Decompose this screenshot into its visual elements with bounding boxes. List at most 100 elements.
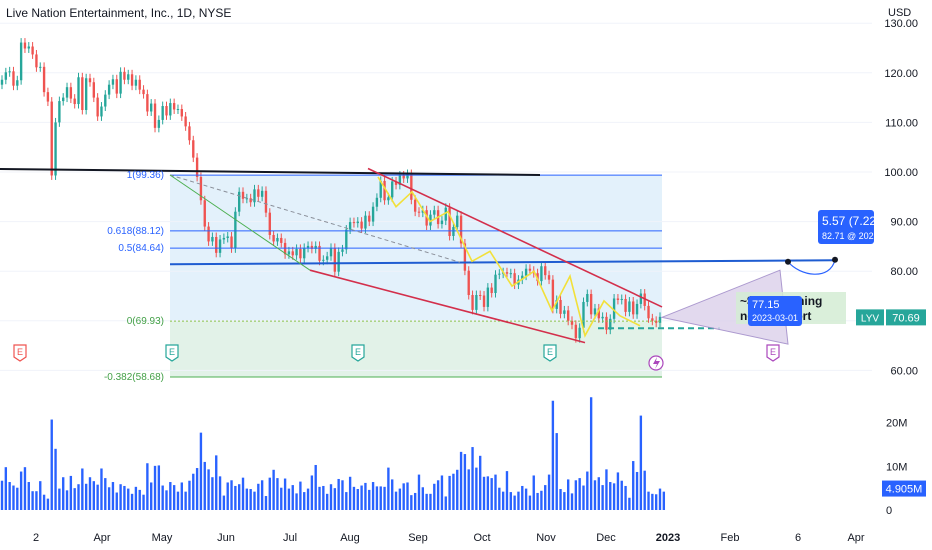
volume-bar — [391, 479, 394, 510]
candle-body — [199, 176, 203, 201]
candle-body — [218, 239, 222, 253]
time-tick-label: 6 — [795, 532, 801, 544]
candle-body — [211, 236, 214, 242]
price-candle — [425, 205, 428, 231]
earnings-marker[interactable]: E — [543, 344, 557, 362]
price-candle — [157, 115, 161, 133]
candle-body — [73, 98, 76, 105]
candle-body — [563, 310, 566, 314]
candle-body — [463, 243, 467, 271]
volume-bar — [433, 483, 436, 510]
price-candle — [291, 246, 294, 260]
change-label-value: 5.57 (7.22% — [822, 214, 887, 228]
price-candle — [589, 289, 593, 319]
volume-bar — [398, 488, 402, 510]
volume-bar — [620, 480, 623, 510]
candle-body — [249, 198, 252, 203]
volume-bar — [494, 474, 497, 510]
candle-body — [234, 211, 237, 249]
volume-bar — [138, 489, 141, 510]
volume-bar — [459, 451, 463, 510]
candle-body — [348, 222, 352, 230]
volume-bar — [532, 475, 535, 510]
earnings-marker[interactable]: E — [165, 344, 179, 362]
price-tick-label: 100.00 — [884, 167, 918, 179]
volume-bar — [333, 488, 337, 510]
price-candle — [536, 268, 539, 286]
volume-bar — [318, 486, 321, 510]
candle-body — [153, 103, 157, 128]
candle-body — [467, 270, 470, 296]
projection-change-label[interactable]: 5.57 (7.22% 82.71 @ 2023- — [818, 210, 887, 244]
candle-body — [318, 245, 321, 261]
price-candle — [153, 99, 157, 133]
volume-tick-label: 0 — [886, 505, 892, 517]
candle-body — [100, 106, 103, 117]
price-candle — [421, 205, 424, 218]
candle-body — [609, 318, 612, 330]
volume-bar — [517, 491, 520, 510]
price-candle — [111, 74, 115, 90]
price-candle — [479, 290, 482, 300]
price-candle — [658, 312, 662, 328]
volume-bar — [188, 480, 191, 510]
candle-body — [513, 273, 516, 285]
candle-body — [589, 294, 593, 315]
candle-body — [19, 42, 23, 81]
price-candle — [356, 217, 359, 228]
price-candle — [195, 153, 199, 182]
candle-body — [651, 318, 654, 321]
candle-body — [268, 212, 271, 235]
candle-body — [444, 207, 447, 221]
volume-bar — [27, 482, 30, 510]
volume-bar — [192, 473, 195, 510]
candle-body — [413, 199, 417, 212]
candle-body — [192, 140, 195, 158]
price-candle — [119, 67, 122, 99]
price-candle — [337, 247, 340, 277]
volume-bar — [211, 477, 214, 510]
candle-body — [287, 251, 291, 255]
price-candle — [62, 93, 65, 106]
volume-bar — [180, 482, 183, 510]
projection-arrow — [787, 259, 836, 275]
volume-bar — [88, 477, 92, 510]
time-tick-label: May — [152, 532, 173, 544]
earnings-marker[interactable]: E — [766, 344, 780, 362]
candle-body — [459, 215, 463, 244]
candle-body — [387, 197, 390, 201]
price-candle — [268, 208, 271, 240]
volume-bar — [402, 483, 405, 510]
candle-body — [658, 316, 662, 323]
price-candle — [264, 186, 268, 218]
price-candle — [551, 275, 555, 314]
candle-body — [12, 71, 15, 86]
volume-bar — [199, 432, 203, 510]
volume-bar — [471, 447, 474, 510]
price-candle — [632, 296, 635, 319]
price-candle — [467, 266, 470, 300]
volume-bar — [12, 485, 15, 510]
price-candle — [77, 72, 80, 109]
candle-body — [643, 293, 646, 306]
lightning-event-marker[interactable] — [648, 355, 664, 371]
price-candle — [605, 312, 608, 335]
price-candle — [295, 244, 298, 260]
volume-bar — [299, 481, 302, 510]
price-candle — [203, 195, 206, 232]
volume-bar — [123, 485, 126, 510]
candle-body — [157, 119, 161, 128]
candle-body — [371, 206, 375, 222]
price-candle — [73, 94, 76, 109]
price-candle — [211, 232, 214, 246]
earnings-marker[interactable]: E — [13, 344, 27, 362]
volume-bar — [276, 478, 279, 510]
candle-body — [310, 245, 314, 249]
candle-body — [142, 89, 145, 95]
volume-bar — [39, 481, 42, 510]
candle-body — [253, 189, 256, 203]
earnings-marker[interactable]: E — [351, 344, 365, 362]
candle-body — [215, 236, 218, 253]
price-candle — [35, 49, 38, 72]
